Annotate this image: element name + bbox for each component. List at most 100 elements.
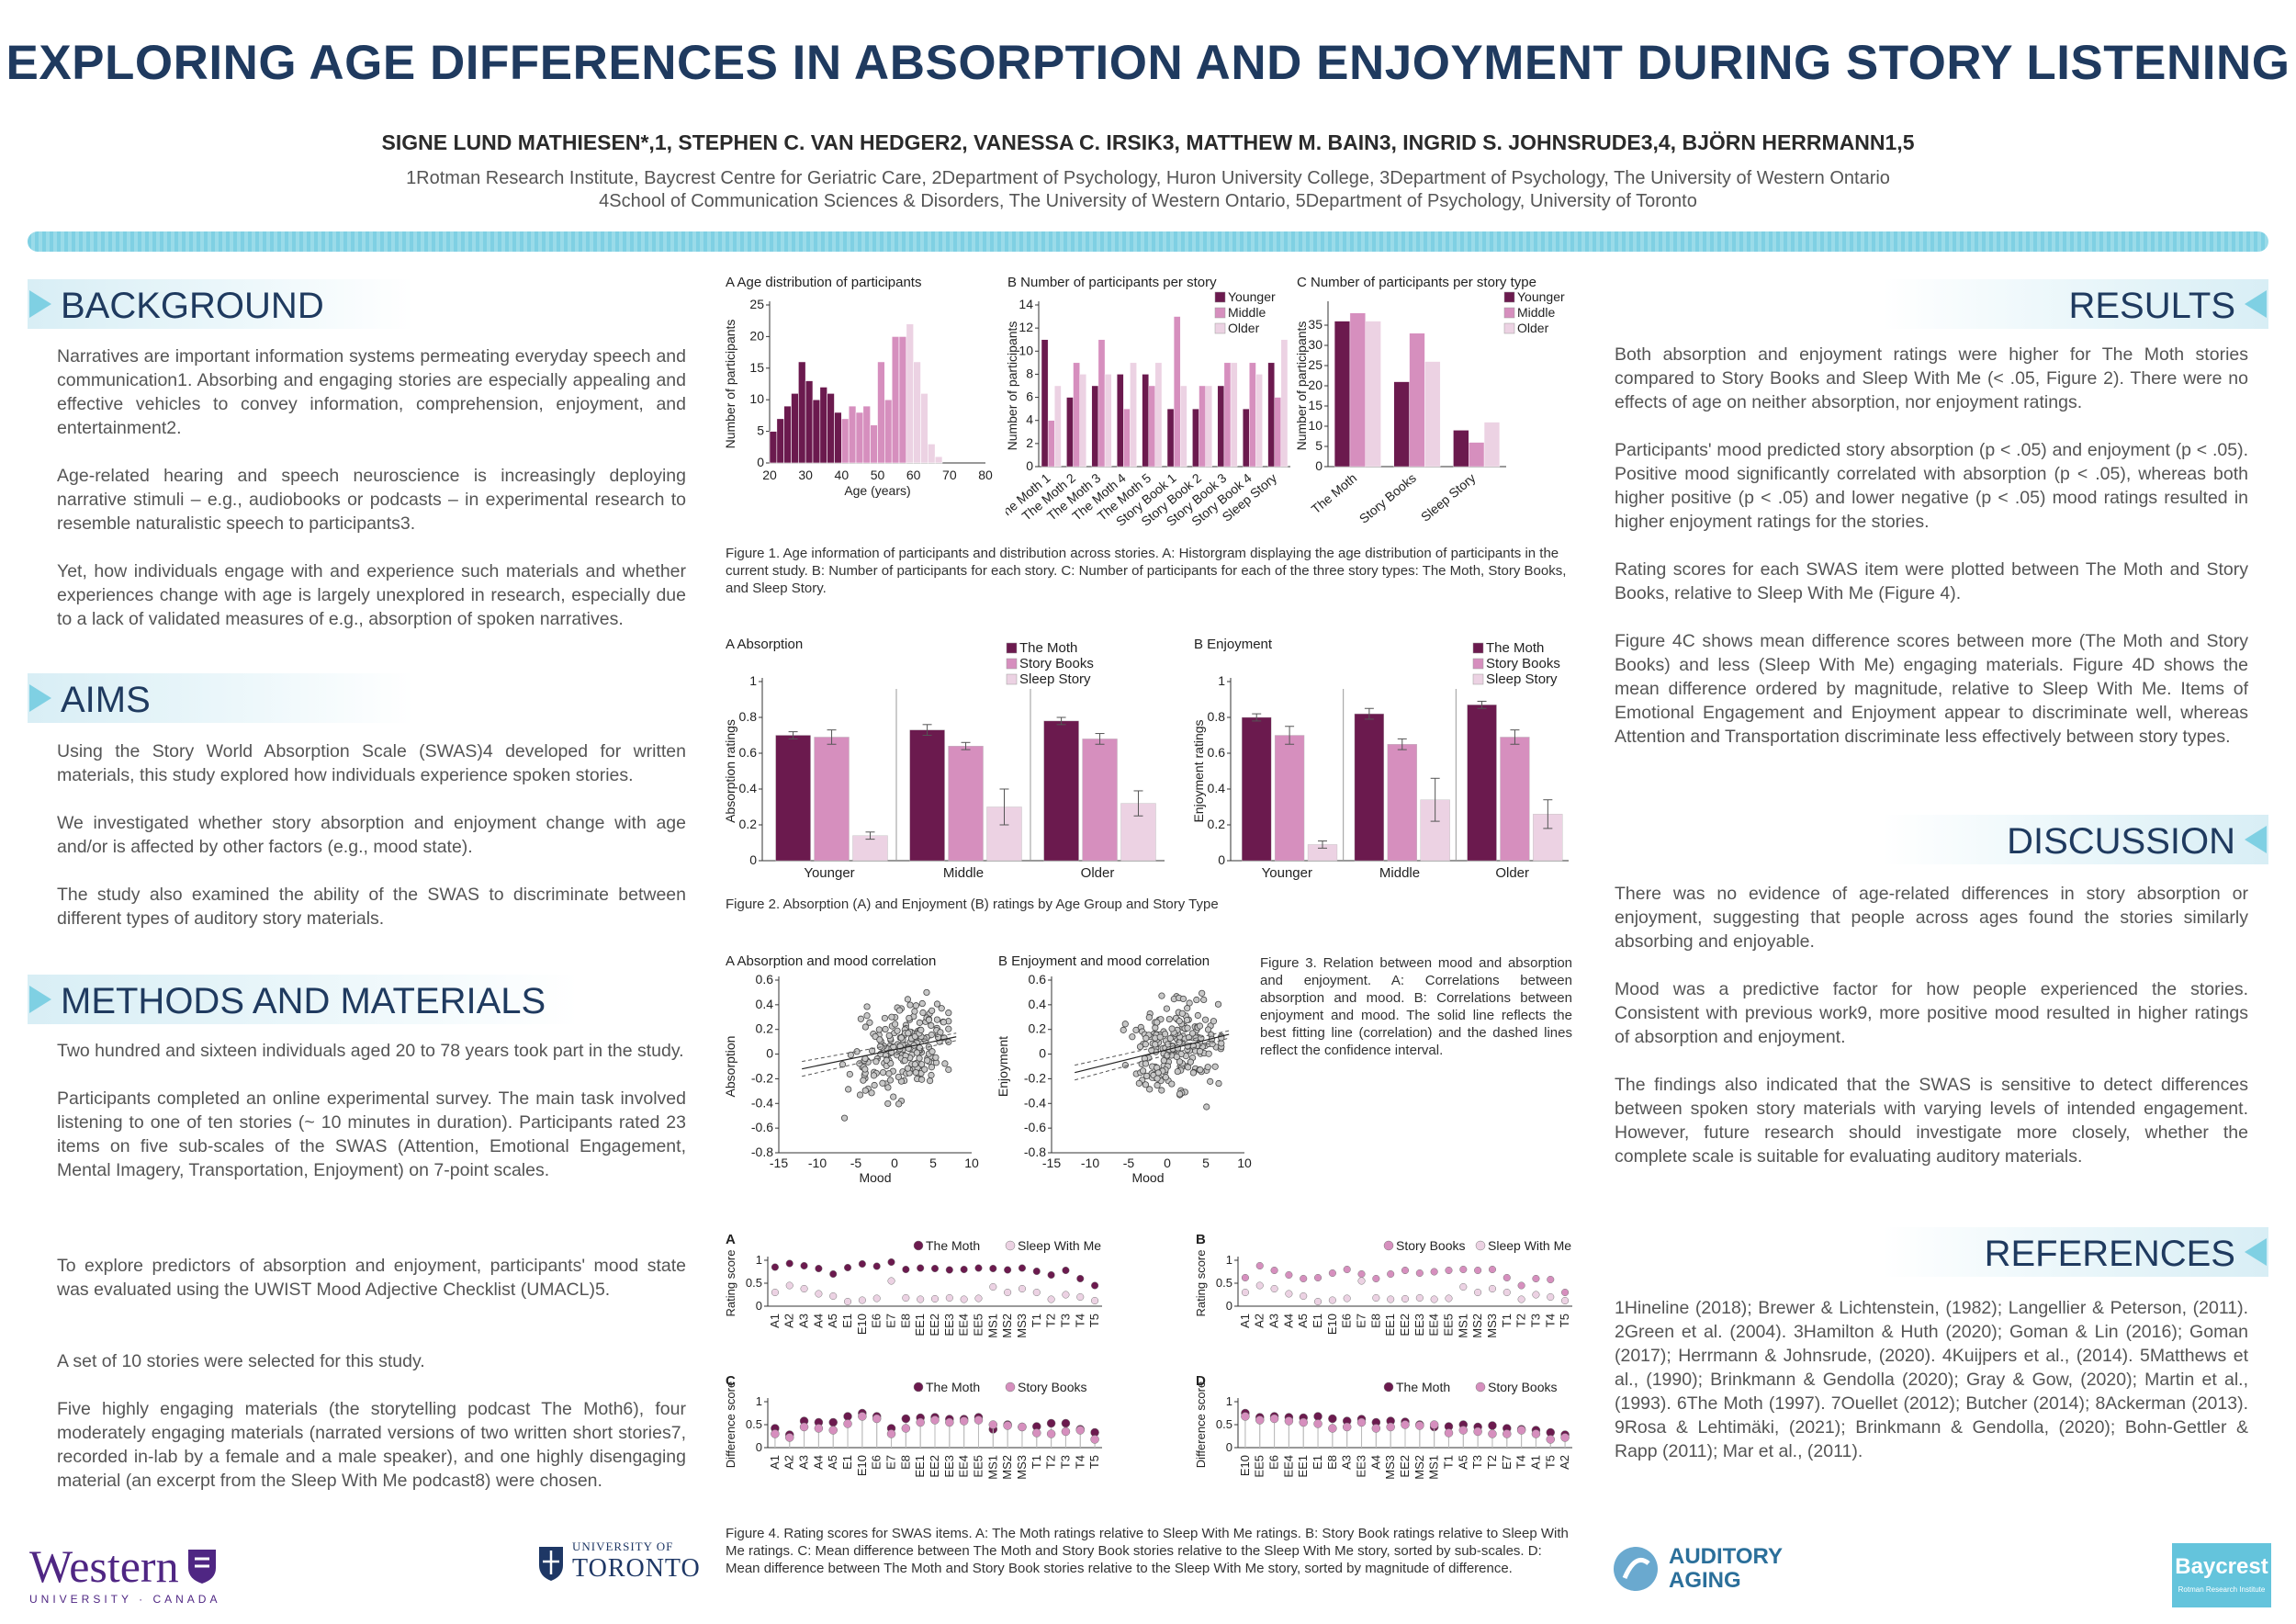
x-axis-title: Age (years) [844, 483, 910, 498]
data-point [872, 1414, 882, 1424]
aging-label: AGING [1669, 1568, 1741, 1593]
x-tick-label: EE3 [1355, 1455, 1368, 1478]
y-tick-label: 12 [1019, 320, 1033, 334]
histogram-bar [884, 399, 893, 464]
data-point [814, 1424, 824, 1433]
data-point [1135, 1079, 1142, 1087]
data-point [901, 1414, 911, 1424]
bar [1469, 442, 1485, 468]
data-point [882, 1025, 889, 1033]
x-tick-label: -15 [770, 1156, 788, 1170]
legend-swatch [913, 1240, 924, 1251]
data-point [1152, 1041, 1159, 1048]
chart-title: B Enjoyment [1194, 637, 1273, 652]
x-tick-label: EE3 [942, 1455, 956, 1478]
legend-label: Story Books [1488, 1380, 1557, 1394]
data-point [1193, 996, 1200, 1004]
x-tick-label: T1 [1030, 1455, 1043, 1469]
aims-text-1: Using the Story World Absorption Scale (… [57, 741, 686, 785]
data-point [892, 1021, 899, 1028]
histogram-bar [928, 444, 936, 464]
data-point [1146, 1086, 1154, 1093]
results-text-4: Figure 4C shows mean difference scores b… [1615, 631, 2248, 747]
y-tick-label: 2 [1026, 435, 1033, 450]
y-tick-label: 14 [1019, 297, 1033, 311]
histogram-bar [819, 387, 827, 464]
data-point [1090, 1435, 1099, 1444]
x-tick-label: 60 [906, 468, 921, 482]
data-point [886, 1077, 895, 1084]
data-point [1178, 1009, 1186, 1017]
data-point [912, 1069, 919, 1077]
data-point [1075, 1426, 1086, 1435]
data-point [1061, 1418, 1071, 1428]
methods-heading: METHODS AND MATERIALS [28, 975, 579, 1024]
legend-label: The Moth [1019, 640, 1077, 656]
triangle-left-icon [2245, 290, 2267, 318]
legend-label: Story Books [1396, 1238, 1465, 1253]
data-point [1207, 1077, 1214, 1085]
bar [1334, 321, 1351, 468]
data-point [916, 1417, 925, 1427]
data-point [1342, 1422, 1352, 1432]
data-point [890, 1093, 897, 1100]
data-point [1357, 1277, 1366, 1285]
data-point [871, 1081, 878, 1089]
university-of-toronto-logo: UNIVERSITY OF TORONTO [537, 1539, 701, 1584]
data-point [887, 1277, 895, 1285]
data-point [828, 1417, 838, 1427]
data-point [1241, 1273, 1249, 1282]
methods-text-2: Participants completed an online experim… [57, 1088, 686, 1180]
data-point [876, 1043, 884, 1051]
x-tick-label: EE5 [1441, 1314, 1455, 1336]
data-point [1176, 1058, 1184, 1066]
legend-label: Sleep Story [1486, 671, 1558, 687]
x-tick-label: A4 [1281, 1314, 1295, 1328]
data-point [1516, 1426, 1526, 1435]
y-tick-label: 0.6 [739, 745, 758, 760]
data-point [945, 1009, 952, 1017]
x-tick-label: EE1 [913, 1455, 927, 1478]
data-point [901, 1424, 911, 1433]
data-point [857, 1015, 864, 1022]
bar [775, 735, 811, 862]
data-point [856, 1060, 863, 1067]
confidence-line [802, 1032, 957, 1063]
x-tick-label: T1 [1030, 1314, 1043, 1327]
references-text: 1Hineline (2018); Brewer & Lichtenstein,… [1615, 1298, 2248, 1461]
x-tick-label: E10 [855, 1314, 869, 1335]
data-point [858, 1412, 867, 1421]
data-point [861, 1087, 869, 1094]
panel-label: B [1196, 1233, 1206, 1247]
data-point [843, 1419, 852, 1428]
y-tick-label: 1 [1226, 1253, 1232, 1267]
y-tick-label: 0 [766, 1046, 773, 1061]
x-tick-label: Older [1495, 865, 1529, 881]
x-tick-label: EE3 [942, 1314, 956, 1336]
western-wordmark: Western [29, 1540, 179, 1592]
data-point [800, 1284, 808, 1293]
x-tick-label: Younger [1262, 865, 1312, 881]
x-tick-label: EE5 [971, 1455, 985, 1478]
data-point [916, 1019, 923, 1026]
y-tick-label: 0 [1226, 1440, 1232, 1454]
data-point [930, 1415, 940, 1425]
data-point [1415, 1293, 1424, 1303]
discussion-heading-label: DISCUSSION [2007, 821, 2235, 862]
bar [1393, 381, 1410, 468]
y-tick-label: 30 [1308, 337, 1322, 352]
data-point [1129, 1033, 1136, 1041]
bar [1223, 362, 1232, 468]
data-point [1061, 1427, 1071, 1437]
data-point [938, 1005, 945, 1012]
references-heading-label: REFERENCES [1984, 1234, 2235, 1274]
bar [1154, 362, 1163, 468]
x-tick-label: EE2 [1398, 1314, 1412, 1336]
data-point [941, 1060, 949, 1067]
bar [1424, 361, 1441, 468]
x-axis-title: Mood [1131, 1170, 1164, 1185]
data-point [1160, 1056, 1167, 1065]
data-point [1211, 1063, 1219, 1070]
histogram-bar [834, 412, 842, 464]
